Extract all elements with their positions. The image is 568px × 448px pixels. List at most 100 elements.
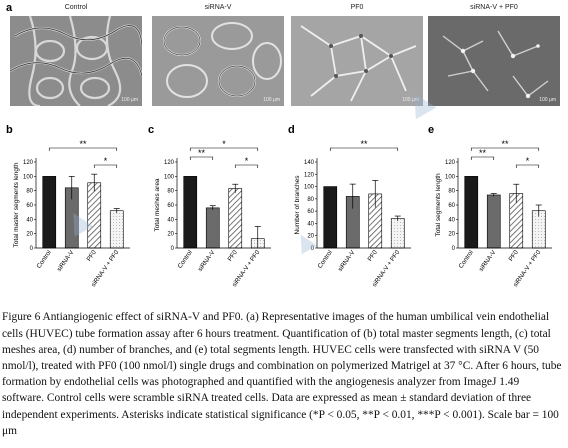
y-tick-label: 60	[448, 203, 455, 209]
bar	[87, 182, 102, 249]
chart-c: Total meshes area 0 20 40 60 80 100 120 Control s…	[151, 128, 276, 293]
bar	[464, 176, 479, 249]
significance-bracket	[234, 164, 259, 168]
y-tick-label: 100	[445, 174, 456, 180]
significance-label: **	[501, 139, 509, 149]
significance-bracket	[329, 147, 399, 151]
x-tick-label: Control	[177, 249, 194, 270]
y-axis-label: Total master segments length	[13, 162, 20, 247]
y-tick-label: 40	[26, 217, 33, 223]
significance-label: *	[104, 156, 108, 166]
x-tick-label: PF0	[508, 249, 521, 263]
x-tick-label: PF0	[86, 249, 99, 263]
y-tick-label: 100	[304, 185, 315, 191]
y-tick-label: 40	[307, 221, 314, 227]
bar	[42, 176, 57, 249]
chart-b-svg: Total master segments length 0 20 40 60 80 100…	[13, 139, 130, 288]
y-tick-label: 80	[167, 189, 174, 195]
y-tick-label: 0	[171, 246, 175, 252]
x-tick-label: Control	[458, 249, 475, 270]
y-tick-label: 20	[448, 232, 455, 238]
chart-d-svg: Number of branches 0 20 40 60 80 100 120 140 Cont…	[294, 139, 411, 288]
significance-bracket	[470, 156, 495, 160]
y-tick-label: 20	[307, 234, 314, 240]
panel-letter-c: c	[148, 124, 155, 136]
significance-label: **	[198, 148, 206, 158]
bar	[205, 207, 220, 249]
x-tick-label: PF0	[227, 249, 240, 263]
panel-letter-a: a	[6, 2, 13, 14]
significance-bracket	[189, 147, 259, 151]
micrograph-sirna-v-pf0: 100 μm	[428, 16, 560, 106]
figure-6: a 100 μm	[6, 2, 560, 293]
y-tick-label: 120	[304, 172, 315, 178]
bar	[109, 210, 124, 249]
micrograph-title-control: Control	[64, 4, 88, 11]
bar	[183, 176, 198, 249]
bar	[228, 188, 243, 249]
x-tick-label: siRNA-V	[56, 248, 76, 272]
x-tick-label: siRNA-V	[478, 248, 498, 272]
y-tick-label: 0	[30, 246, 34, 252]
significance-label: *	[222, 139, 226, 149]
significance-bracket	[470, 147, 540, 151]
panel-letter-b: b	[6, 124, 13, 136]
scale-bar-label: 100 μm	[402, 97, 419, 103]
micrograph-title-sirna-v-pf0: siRNA-V + PF0	[470, 4, 518, 11]
y-tick-label: 0	[452, 246, 456, 252]
y-tick-label: 140	[304, 160, 315, 166]
y-tick-label: 20	[167, 232, 174, 238]
chart-d: Number of branches 0 20 40 60 80 100 120 140 Cont…	[291, 128, 416, 293]
y-tick-label: 120	[445, 160, 456, 166]
significance-label: **	[360, 139, 368, 149]
y-tick-label: 20	[26, 232, 33, 238]
y-tick-label: 40	[448, 217, 455, 223]
significance-bracket	[189, 156, 214, 160]
y-axis-label: Number of branches	[294, 175, 301, 235]
bar	[486, 194, 501, 249]
y-tick-label: 40	[167, 217, 174, 223]
micrograph-control-image	[10, 16, 142, 106]
chart-b: Total master segments length 0 20 40 60 80 100…	[10, 128, 135, 293]
significance-label: **	[479, 148, 487, 158]
y-tick-label: 120	[164, 160, 175, 166]
panel-letter-e: e	[428, 124, 435, 136]
x-tick-label: Control	[317, 249, 334, 270]
panel-letter-d: d	[288, 124, 295, 136]
significance-label: *	[526, 156, 530, 166]
micrograph-title-sirna-v: siRNA-V	[204, 4, 232, 11]
micrograph-pf0-image	[291, 16, 423, 106]
bar	[323, 186, 338, 249]
scale-bar-label: 100 μm	[263, 97, 280, 103]
y-tick-label: 0	[311, 246, 315, 252]
y-tick-label: 60	[307, 209, 314, 215]
chart-e: Total segments length 0 20 40 60 80 100 120 Cont…	[432, 128, 557, 293]
y-tick-label: 100	[164, 174, 175, 180]
significance-bracket	[48, 147, 118, 151]
bar	[390, 218, 405, 249]
y-tick-label: 100	[23, 174, 34, 180]
scale-bar-label: 100 μm	[539, 97, 556, 103]
significance-label: **	[79, 139, 87, 149]
significance-bracket	[93, 164, 118, 168]
y-tick-label: 60	[167, 203, 174, 209]
x-tick-label: siRNA-V	[197, 248, 217, 272]
micrograph-pf0: 100 μm	[291, 16, 423, 106]
micrograph-control: 100 μm	[10, 16, 142, 106]
y-tick-label: 80	[307, 197, 314, 203]
x-tick-label: PF0	[367, 249, 380, 263]
scale-bar-label: 100 μm	[121, 97, 138, 103]
y-tick-label: 120	[23, 160, 34, 166]
micrograph-sirna-v-image	[152, 16, 284, 106]
chart-c-svg: Total meshes area 0 20 40 60 80 100 120 Control s…	[154, 139, 271, 288]
significance-bracket	[515, 164, 540, 168]
micrograph-sirna-v: 100 μm	[152, 16, 284, 106]
x-tick-label: Control	[36, 249, 53, 270]
x-tick-label: siRNA-V	[337, 248, 357, 272]
y-tick-label: 60	[26, 203, 33, 209]
chart-e-svg: Total segments length 0 20 40 60 80 100 120 Cont…	[435, 139, 552, 288]
significance-label: *	[245, 156, 249, 166]
y-axis-label: Total segments length	[435, 173, 442, 237]
y-tick-label: 80	[448, 189, 455, 195]
micrograph-sirna-v-pf0-image	[428, 16, 560, 106]
